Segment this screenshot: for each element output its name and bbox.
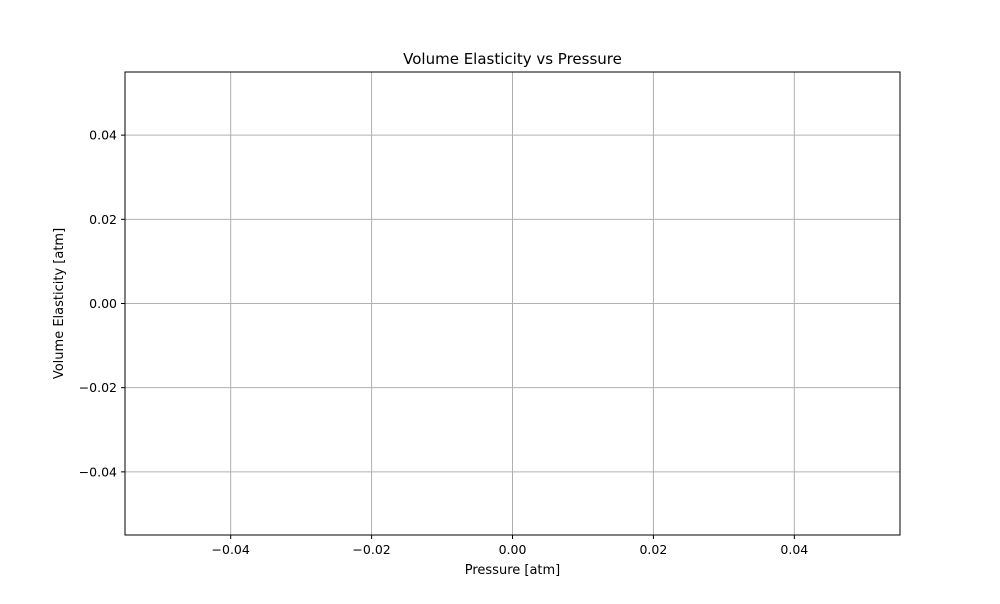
- x-tick-label: 0.04: [780, 542, 808, 557]
- y-tick-label: 0.00: [89, 296, 117, 311]
- y-tick-label: −0.02: [79, 380, 117, 395]
- y-tick-label: −0.04: [79, 464, 117, 479]
- tick-layer: −0.04 −0.02 0.00 0.02 0.04 −0.04 −0.02 0.00 0.02…: [79, 128, 809, 557]
- chart-title: Volume Elasticity vs Pressure: [403, 50, 622, 68]
- x-tick-label: −0.02: [352, 542, 390, 557]
- x-tick-label: 0.02: [639, 542, 667, 557]
- grid-layer: [125, 72, 900, 535]
- x-tick-label: −0.04: [212, 542, 250, 557]
- y-tick-label: 0.04: [89, 128, 117, 143]
- y-axis-label: Volume Elasticity [atm]: [52, 228, 67, 379]
- x-axis-label: Pressure [atm]: [465, 563, 561, 578]
- x-tick-label: 0.00: [499, 542, 527, 557]
- y-tick-label: 0.02: [89, 212, 117, 227]
